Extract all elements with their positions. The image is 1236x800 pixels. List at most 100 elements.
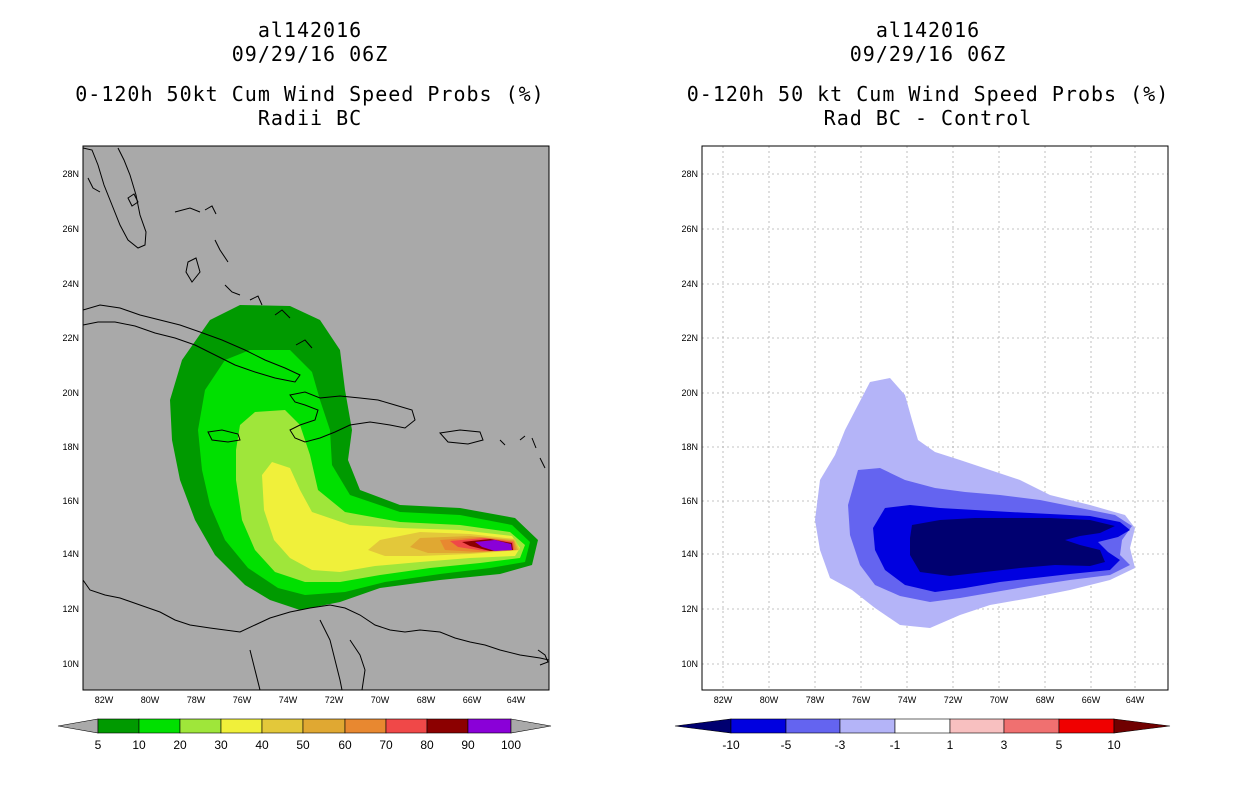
colorbar-label: 50 (296, 738, 310, 752)
left-colorbar-bin (179, 718, 222, 734)
colorbar-label: 20 (173, 738, 187, 752)
lat-label: 24N (62, 279, 79, 289)
right-lat-labels: 28N 26N 24N 22N 20N 18N 16N 14N 12N 10N (681, 169, 698, 669)
right-storm-id: al142016 (875, 18, 981, 42)
lon-label: 78W (187, 695, 206, 705)
lon-label: 68W (1036, 695, 1055, 705)
lon-label: 66W (1082, 695, 1101, 705)
right-colorbar-bin (839, 718, 896, 734)
lat-label: 22N (62, 333, 79, 343)
right-colorbar-labels: -10 -5 -3 -1 1 3 5 10 (722, 738, 1121, 752)
right-colorbar-bin (1058, 718, 1115, 734)
right-colorbar (674, 718, 1171, 734)
lat-label: 12N (681, 604, 698, 614)
left-colorbar-bin (138, 718, 181, 734)
left-colorbar (57, 718, 552, 734)
colorbar-label: 90 (461, 738, 475, 752)
lat-label: 14N (681, 549, 698, 559)
lon-label: 66W (463, 695, 482, 705)
colorbar-label: -1 (890, 738, 901, 752)
colorbar-label: 60 (338, 738, 352, 752)
lon-label: 80W (141, 695, 160, 705)
right-map-panel: 82W 80W 78W 76W 74W 72W 70W 68W 66W 64W … (681, 145, 1169, 705)
colorbar-label: -5 (781, 738, 792, 752)
lon-label: 74W (898, 695, 917, 705)
right-colorbar-bin (1003, 718, 1060, 734)
left-colorbar-bin (344, 718, 387, 734)
colorbar-label: 5 (1056, 738, 1063, 752)
lon-label: 68W (417, 695, 436, 705)
diff-contour-neg10 (910, 518, 1115, 576)
right-datetime: 09/29/16 06Z (849, 42, 1007, 66)
colorbar-label: 10 (1107, 738, 1121, 752)
lon-label: 82W (95, 695, 114, 705)
lon-label: 72W (325, 695, 344, 705)
left-colorbar-labels: 5 10 20 30 40 50 60 70 80 90 100 (95, 738, 522, 752)
lat-label: 10N (62, 659, 79, 669)
lon-label: 74W (279, 695, 298, 705)
colorbar-label: 40 (255, 738, 269, 752)
lat-label: 14N (62, 549, 79, 559)
right-colorbar-arrow-low (674, 718, 732, 734)
colorbar-label: -10 (722, 738, 740, 752)
right-colorbar-bin (894, 718, 951, 734)
lon-label: 76W (233, 695, 252, 705)
left-lon-labels: 82W 80W 78W 76W 74W 72W 70W 68W 66W 64W (95, 695, 526, 705)
colorbar-label: 3 (1001, 738, 1008, 752)
left-colorbar-bin (467, 718, 512, 734)
colorbar-label: 10 (132, 738, 146, 752)
left-storm-id: al142016 (257, 18, 363, 42)
colorbar-label: 1 (947, 738, 954, 752)
left-probability-contours (170, 305, 538, 610)
lat-label: 28N (62, 169, 79, 179)
left-colorbar-bin (426, 718, 469, 734)
right-difference-contours (815, 378, 1135, 628)
left-subtitle: Radii BC (257, 106, 363, 130)
lat-label: 22N (681, 333, 698, 343)
right-colorbar-bin (949, 718, 1005, 734)
lon-label: 78W (806, 695, 825, 705)
left-map-frame (82, 145, 550, 691)
right-colorbar-bin (730, 718, 787, 734)
colorbar-label: 5 (95, 738, 102, 752)
right-map-frame (701, 145, 1169, 691)
right-lon-labels: 82W 80W 78W 76W 74W 72W 70W 68W 66W 64W (714, 695, 1145, 705)
lat-label: 10N (681, 659, 698, 669)
lon-label: 64W (1126, 695, 1145, 705)
prob-contour-90 (475, 540, 512, 551)
lat-label: 24N (681, 279, 698, 289)
right-title-block: al142016 09/29/16 06Z 0-120h 50 kt Cum W… (628, 18, 1228, 130)
left-colorbar-bin (385, 718, 428, 734)
left-datetime: 09/29/16 06Z (231, 42, 389, 66)
lat-label: 28N (681, 169, 698, 179)
colorbar-label: 80 (420, 738, 434, 752)
lon-label: 72W (944, 695, 963, 705)
left-lat-labels: 28N 26N 24N 22N 20N 18N 16N 14N 12N 10N (62, 169, 79, 669)
right-subtitle: Rad BC - Control (823, 106, 1033, 130)
colorbar-label: 70 (379, 738, 393, 752)
lat-label: 26N (681, 224, 698, 234)
right-product-title: 0-120h 50 kt Cum Wind Speed Probs (%) (686, 82, 1170, 106)
left-title-block: al142016 09/29/16 06Z 0-120h 50kt Cum Wi… (20, 18, 600, 130)
left-colorbar-bin (97, 718, 140, 734)
colorbar-label: 100 (501, 738, 521, 752)
lat-label: 18N (62, 442, 79, 452)
lat-label: 16N (62, 496, 79, 506)
colorbar-label: -3 (835, 738, 846, 752)
right-colorbar-arrow-high (1113, 718, 1171, 734)
lat-label: 20N (681, 388, 698, 398)
lon-label: 76W (852, 695, 871, 705)
lon-label: 82W (714, 695, 733, 705)
left-product-title: 0-120h 50kt Cum Wind Speed Probs (%) (75, 82, 545, 106)
lon-label: 70W (990, 695, 1009, 705)
lon-label: 70W (371, 695, 390, 705)
lat-label: 16N (681, 496, 698, 506)
lat-label: 18N (681, 442, 698, 452)
left-map-panel: 82W 80W 78W 76W 74W 72W 70W 68W 66W 64W … (62, 145, 550, 705)
colorbar-label: 30 (214, 738, 228, 752)
left-colorbar-bin (220, 718, 263, 734)
left-colorbar-bin (261, 718, 304, 734)
left-colorbar-arrow-low (57, 718, 99, 734)
lat-label: 26N (62, 224, 79, 234)
lat-label: 12N (62, 604, 79, 614)
